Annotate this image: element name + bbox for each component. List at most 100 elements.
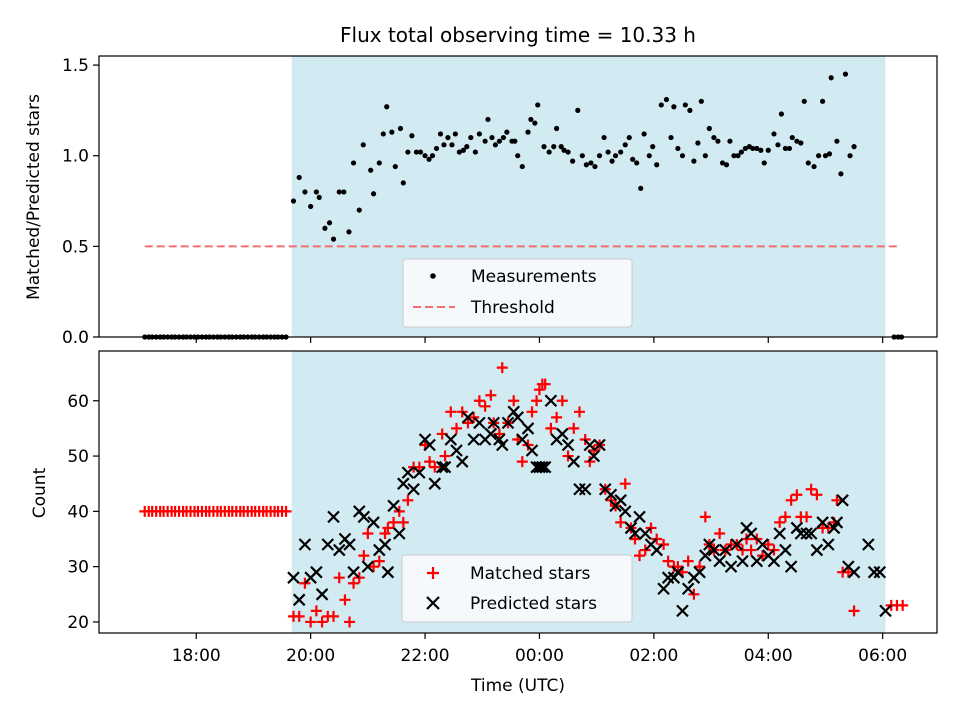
legend-matched-marker xyxy=(427,567,439,579)
measurement-point xyxy=(392,163,398,170)
matched-star-point xyxy=(785,494,797,506)
measurement-point xyxy=(496,138,503,144)
matched-star-point xyxy=(445,406,457,418)
bottom-y-tick-label: 30 xyxy=(67,558,89,578)
measurement-point xyxy=(723,162,730,168)
matched-star-point xyxy=(774,516,786,528)
matched-star-point xyxy=(694,561,706,573)
measurement-point xyxy=(811,163,817,170)
measurement-point xyxy=(622,142,628,148)
measurement-point xyxy=(638,185,644,191)
matched-star-point xyxy=(353,572,365,584)
predicted-star-point xyxy=(867,565,881,579)
predicted-star-point xyxy=(327,510,340,524)
predicted-star-point xyxy=(511,411,524,424)
top-axes-frame xyxy=(98,55,938,338)
matched-star-point xyxy=(462,417,474,429)
measurement-point xyxy=(525,129,531,135)
predicted-star-point xyxy=(736,554,749,568)
matched-star-point xyxy=(811,489,823,501)
measurement-point xyxy=(609,158,615,164)
top-y-tick-label: 0.5 xyxy=(62,237,89,257)
matched-star-point xyxy=(699,511,711,523)
predicted-star-point xyxy=(583,438,597,452)
top-y-tick-label: 1.5 xyxy=(62,56,89,76)
measurement-point xyxy=(370,191,377,197)
predicted-star-point xyxy=(724,560,738,573)
predicted-star-point xyxy=(750,554,764,568)
measurement-point xyxy=(316,194,322,201)
predicted-star-point xyxy=(332,543,346,557)
measurement-point xyxy=(592,163,598,170)
matched-star-point xyxy=(316,616,328,628)
predicted-star-point xyxy=(773,527,786,540)
measurement-point xyxy=(308,203,314,210)
predicted-star-point xyxy=(444,433,458,446)
bottom-legend-box xyxy=(401,554,633,623)
measurement-point xyxy=(679,153,686,159)
measurement-point xyxy=(380,131,386,137)
predicted-star-point xyxy=(536,460,549,474)
predicted-star-point xyxy=(650,543,663,557)
measurement-point xyxy=(641,131,647,137)
measurement-point xyxy=(742,145,748,152)
matched-star-point xyxy=(299,577,311,589)
measurement-point xyxy=(541,144,547,150)
measurement-point xyxy=(671,104,677,110)
measurement-point xyxy=(336,189,342,195)
flux-ratio-panel: Flux total observing time = 10.33 h 0.00… xyxy=(24,23,938,348)
predicted-star-point xyxy=(699,549,712,562)
legend-matched-label: Matched stars xyxy=(470,564,590,584)
legend-predicted-marker xyxy=(426,596,440,610)
measurement-point xyxy=(449,142,455,148)
predicted-star-point xyxy=(638,527,652,540)
bottom-x-tick-label: 22:00 xyxy=(401,646,450,666)
measurement-point xyxy=(389,129,395,135)
measurement-point xyxy=(426,156,432,162)
predicted-star-point xyxy=(561,438,575,452)
measurement-point xyxy=(570,158,576,164)
measurement-point xyxy=(687,107,693,113)
predicted-star-point xyxy=(487,416,500,430)
measurement-point xyxy=(775,142,781,148)
measurement-point xyxy=(482,138,488,144)
matched-star-point xyxy=(688,588,700,600)
legend-predicted-label: Predicted stars xyxy=(470,594,597,614)
measurement-point xyxy=(512,138,518,144)
measurement-point xyxy=(464,144,470,150)
predicted-star-point xyxy=(816,516,829,529)
predicted-star-point xyxy=(671,565,685,579)
matched-star-point xyxy=(714,527,726,539)
measurement-point xyxy=(460,147,466,153)
count-panel: 20 30 40 50 60 18:00 20:00 22:00 00:00 02:00 04:0… xyxy=(30,350,938,696)
matched-star-point xyxy=(531,395,543,407)
measurement-point xyxy=(551,144,557,150)
matched-star-point xyxy=(393,505,405,517)
predicted-star-point xyxy=(484,427,498,441)
matched-star-point xyxy=(562,450,574,462)
matched-star-points xyxy=(139,362,909,628)
matched-star-point xyxy=(429,461,441,473)
predicted-star-point xyxy=(438,460,452,474)
measurement-point xyxy=(646,153,652,159)
matched-star-point xyxy=(629,533,641,545)
measurement-point xyxy=(761,160,767,166)
measurement-point xyxy=(313,189,319,195)
predicted-star-point xyxy=(378,538,392,551)
predicted-star-point xyxy=(428,477,442,490)
measurement-point xyxy=(565,149,571,155)
measurement-point xyxy=(618,149,624,155)
measurement-point xyxy=(691,158,697,164)
matched-star-point xyxy=(305,616,317,628)
predicted-star-point xyxy=(347,565,360,579)
predicted-star-point xyxy=(578,482,592,496)
measurement-point xyxy=(346,229,352,235)
predicted-star-point xyxy=(367,516,380,529)
predicted-star-point xyxy=(676,604,689,618)
measurement-point xyxy=(801,98,807,104)
measurement-point xyxy=(588,160,594,166)
measurement-point xyxy=(519,163,525,170)
predicted-star-point xyxy=(618,505,632,518)
measurement-point xyxy=(654,162,660,168)
matched-star-point xyxy=(516,456,528,468)
